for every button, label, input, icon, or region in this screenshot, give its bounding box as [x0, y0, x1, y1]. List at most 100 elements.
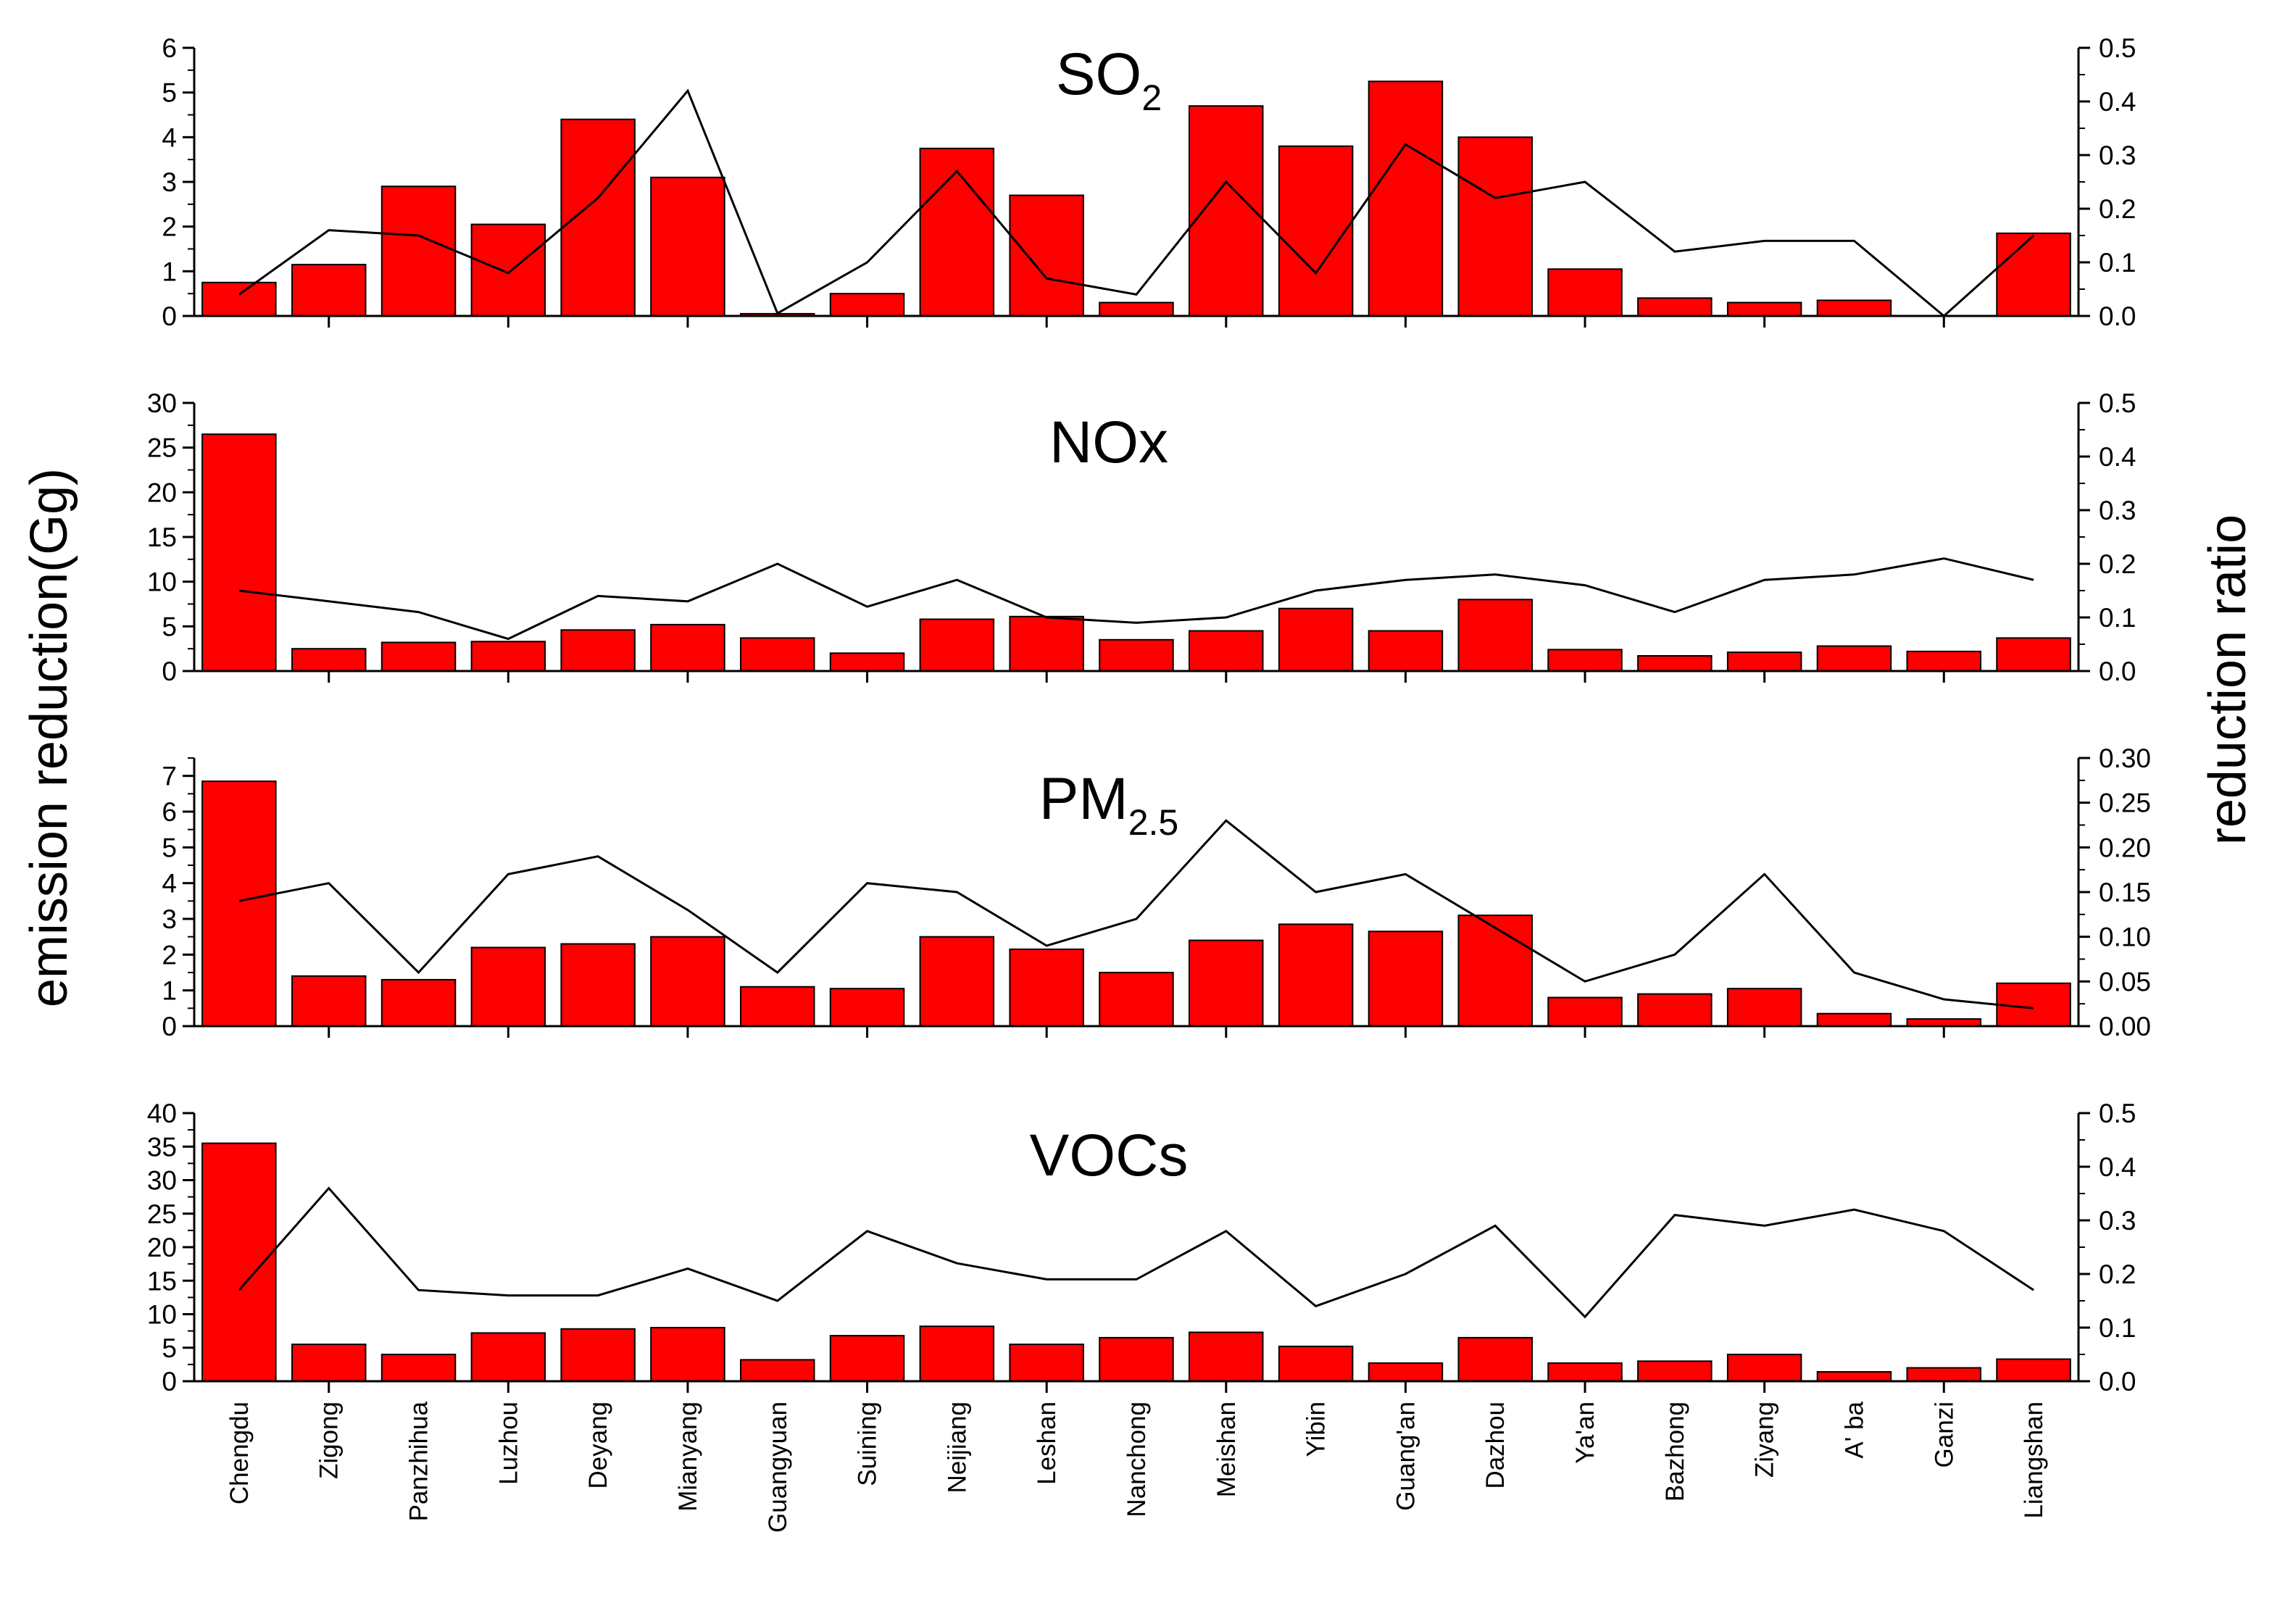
bar-2-3 — [470, 946, 546, 1027]
right-tick-label-0-4: 0.4 — [2099, 87, 2136, 117]
bar-3-7 — [829, 1335, 905, 1382]
left-tick-label-0-1: 1 — [162, 257, 177, 286]
bar-0-17 — [1726, 301, 1802, 317]
category-label-17: Ziyang — [1751, 1402, 1779, 1478]
bar-3-20 — [1996, 1358, 2071, 1382]
left-tick-label-3-7: 35 — [147, 1132, 177, 1162]
right-tick-label-3-3: 0.3 — [2099, 1206, 2136, 1236]
right-tick-label-0-3: 0.3 — [2099, 141, 2136, 170]
category-label-3: Luzhou — [494, 1402, 523, 1485]
bar-1-20 — [1996, 637, 2071, 672]
bar-2-5 — [650, 936, 725, 1027]
left-tick-label-0-2: 2 — [162, 212, 177, 242]
bar-2-17 — [1726, 988, 1802, 1027]
right-tick-label-0-1: 0.1 — [2099, 248, 2136, 278]
panel-title-3: VOCs — [1030, 1123, 1189, 1188]
right-tick-label-3-0: 0.0 — [2099, 1367, 2136, 1396]
category-label-9: Leshan — [1033, 1402, 1061, 1485]
bar-3-16 — [1637, 1360, 1713, 1383]
bar-0-2 — [380, 186, 457, 317]
bar-0-1 — [291, 264, 367, 317]
ratio-line-0 — [238, 88, 2035, 317]
left-tick-label-2-2: 2 — [162, 940, 177, 970]
bar-3-18 — [1816, 1371, 1892, 1382]
bar-1-15 — [1547, 649, 1623, 672]
bar-2-14 — [1457, 915, 1533, 1027]
category-label-8: Neijiang — [943, 1402, 971, 1493]
right-tick-label-1-1: 0.1 — [2099, 603, 2136, 633]
left-tick-label-0-4: 4 — [162, 122, 177, 152]
bar-3-4 — [560, 1328, 636, 1383]
left-tick-label-2-6: 6 — [162, 797, 177, 827]
category-label-6: Guangyuan — [764, 1402, 792, 1533]
left-tick-label-1-4: 20 — [147, 478, 177, 507]
bar-3-12 — [1278, 1345, 1354, 1383]
bar-0-3 — [470, 223, 546, 317]
category-label-7: Suining — [854, 1402, 882, 1486]
bar-2-9 — [1009, 948, 1084, 1028]
right-tick-label-2-5: 0.25 — [2099, 788, 2151, 818]
right-tick-label-1-0: 0.0 — [2099, 657, 2136, 686]
category-label-15: Ya'an — [1571, 1402, 1599, 1464]
bar-3-1 — [291, 1344, 367, 1382]
right-tick-label-3-2: 0.2 — [2099, 1259, 2136, 1289]
bar-3-19 — [1906, 1367, 1981, 1382]
right-tick-label-2-3: 0.15 — [2099, 878, 2151, 907]
left-tick-label-2-7: 7 — [162, 762, 177, 791]
right-tick-label-0-5: 0.5 — [2099, 33, 2136, 63]
category-label-4: Deyang — [584, 1402, 612, 1489]
right-tick-label-2-0: 0.00 — [2099, 1012, 2151, 1041]
bar-1-6 — [740, 637, 815, 672]
bar-2-16 — [1637, 993, 1713, 1027]
bar-0-0 — [201, 281, 277, 317]
bar-3-13 — [1368, 1362, 1444, 1382]
bar-0-12 — [1278, 145, 1354, 317]
bar-1-14 — [1457, 599, 1533, 672]
bar-1-8 — [919, 618, 995, 672]
bar-0-8 — [919, 147, 995, 317]
left-tick-label-0-3: 3 — [162, 167, 177, 197]
panel-title-2: PM2.5 — [1039, 766, 1179, 843]
bar-3-3 — [470, 1332, 546, 1383]
bar-0-5 — [650, 176, 725, 317]
right-axis-title: reduction ratio — [2199, 515, 2257, 845]
right-tick-label-0-2: 0.2 — [2099, 194, 2136, 224]
ratio-line-3 — [238, 1186, 2034, 1319]
left-tick-label-0-5: 5 — [162, 78, 177, 108]
category-label-0: Chengdu — [225, 1402, 254, 1504]
bar-3-17 — [1726, 1354, 1802, 1382]
bar-3-2 — [380, 1354, 457, 1382]
bar-2-13 — [1368, 930, 1444, 1028]
bar-0-4 — [560, 118, 636, 317]
left-tick-label-0-0: 0 — [162, 301, 177, 331]
right-tick-label-3-5: 0.5 — [2099, 1099, 2136, 1128]
bar-1-10 — [1099, 638, 1174, 672]
category-label-13: Guang'an — [1391, 1402, 1420, 1511]
left-tick-label-1-2: 10 — [147, 567, 177, 597]
bar-2-6 — [740, 986, 815, 1027]
bar-0-20 — [1996, 232, 2071, 317]
bar-1-16 — [1637, 655, 1713, 672]
bar-1-3 — [470, 641, 546, 672]
bar-1-4 — [560, 629, 636, 672]
left-tick-label-1-1: 5 — [162, 612, 177, 641]
ratio-line-1 — [238, 557, 2034, 641]
bar-2-18 — [1816, 1012, 1892, 1027]
left-tick-label-3-1: 5 — [162, 1333, 177, 1363]
right-tick-label-2-6: 0.30 — [2099, 744, 2151, 773]
left-tick-label-3-5: 25 — [147, 1199, 177, 1229]
bar-2-8 — [919, 936, 995, 1027]
bar-0-14 — [1457, 136, 1533, 317]
ratio-line-2 — [238, 819, 2034, 1009]
bar-2-11 — [1189, 939, 1264, 1027]
bar-0-13 — [1368, 80, 1444, 317]
bar-1-19 — [1906, 650, 1981, 672]
left-tick-label-2-5: 5 — [162, 833, 177, 862]
category-label-16: Bazhong — [1661, 1402, 1689, 1502]
right-tick-label-1-2: 0.2 — [2099, 549, 2136, 579]
panel-title-1: NOx — [1049, 409, 1168, 475]
bar-3-9 — [1009, 1344, 1084, 1382]
bar-0-18 — [1816, 299, 1892, 317]
left-tick-label-3-0: 0 — [162, 1367, 177, 1396]
